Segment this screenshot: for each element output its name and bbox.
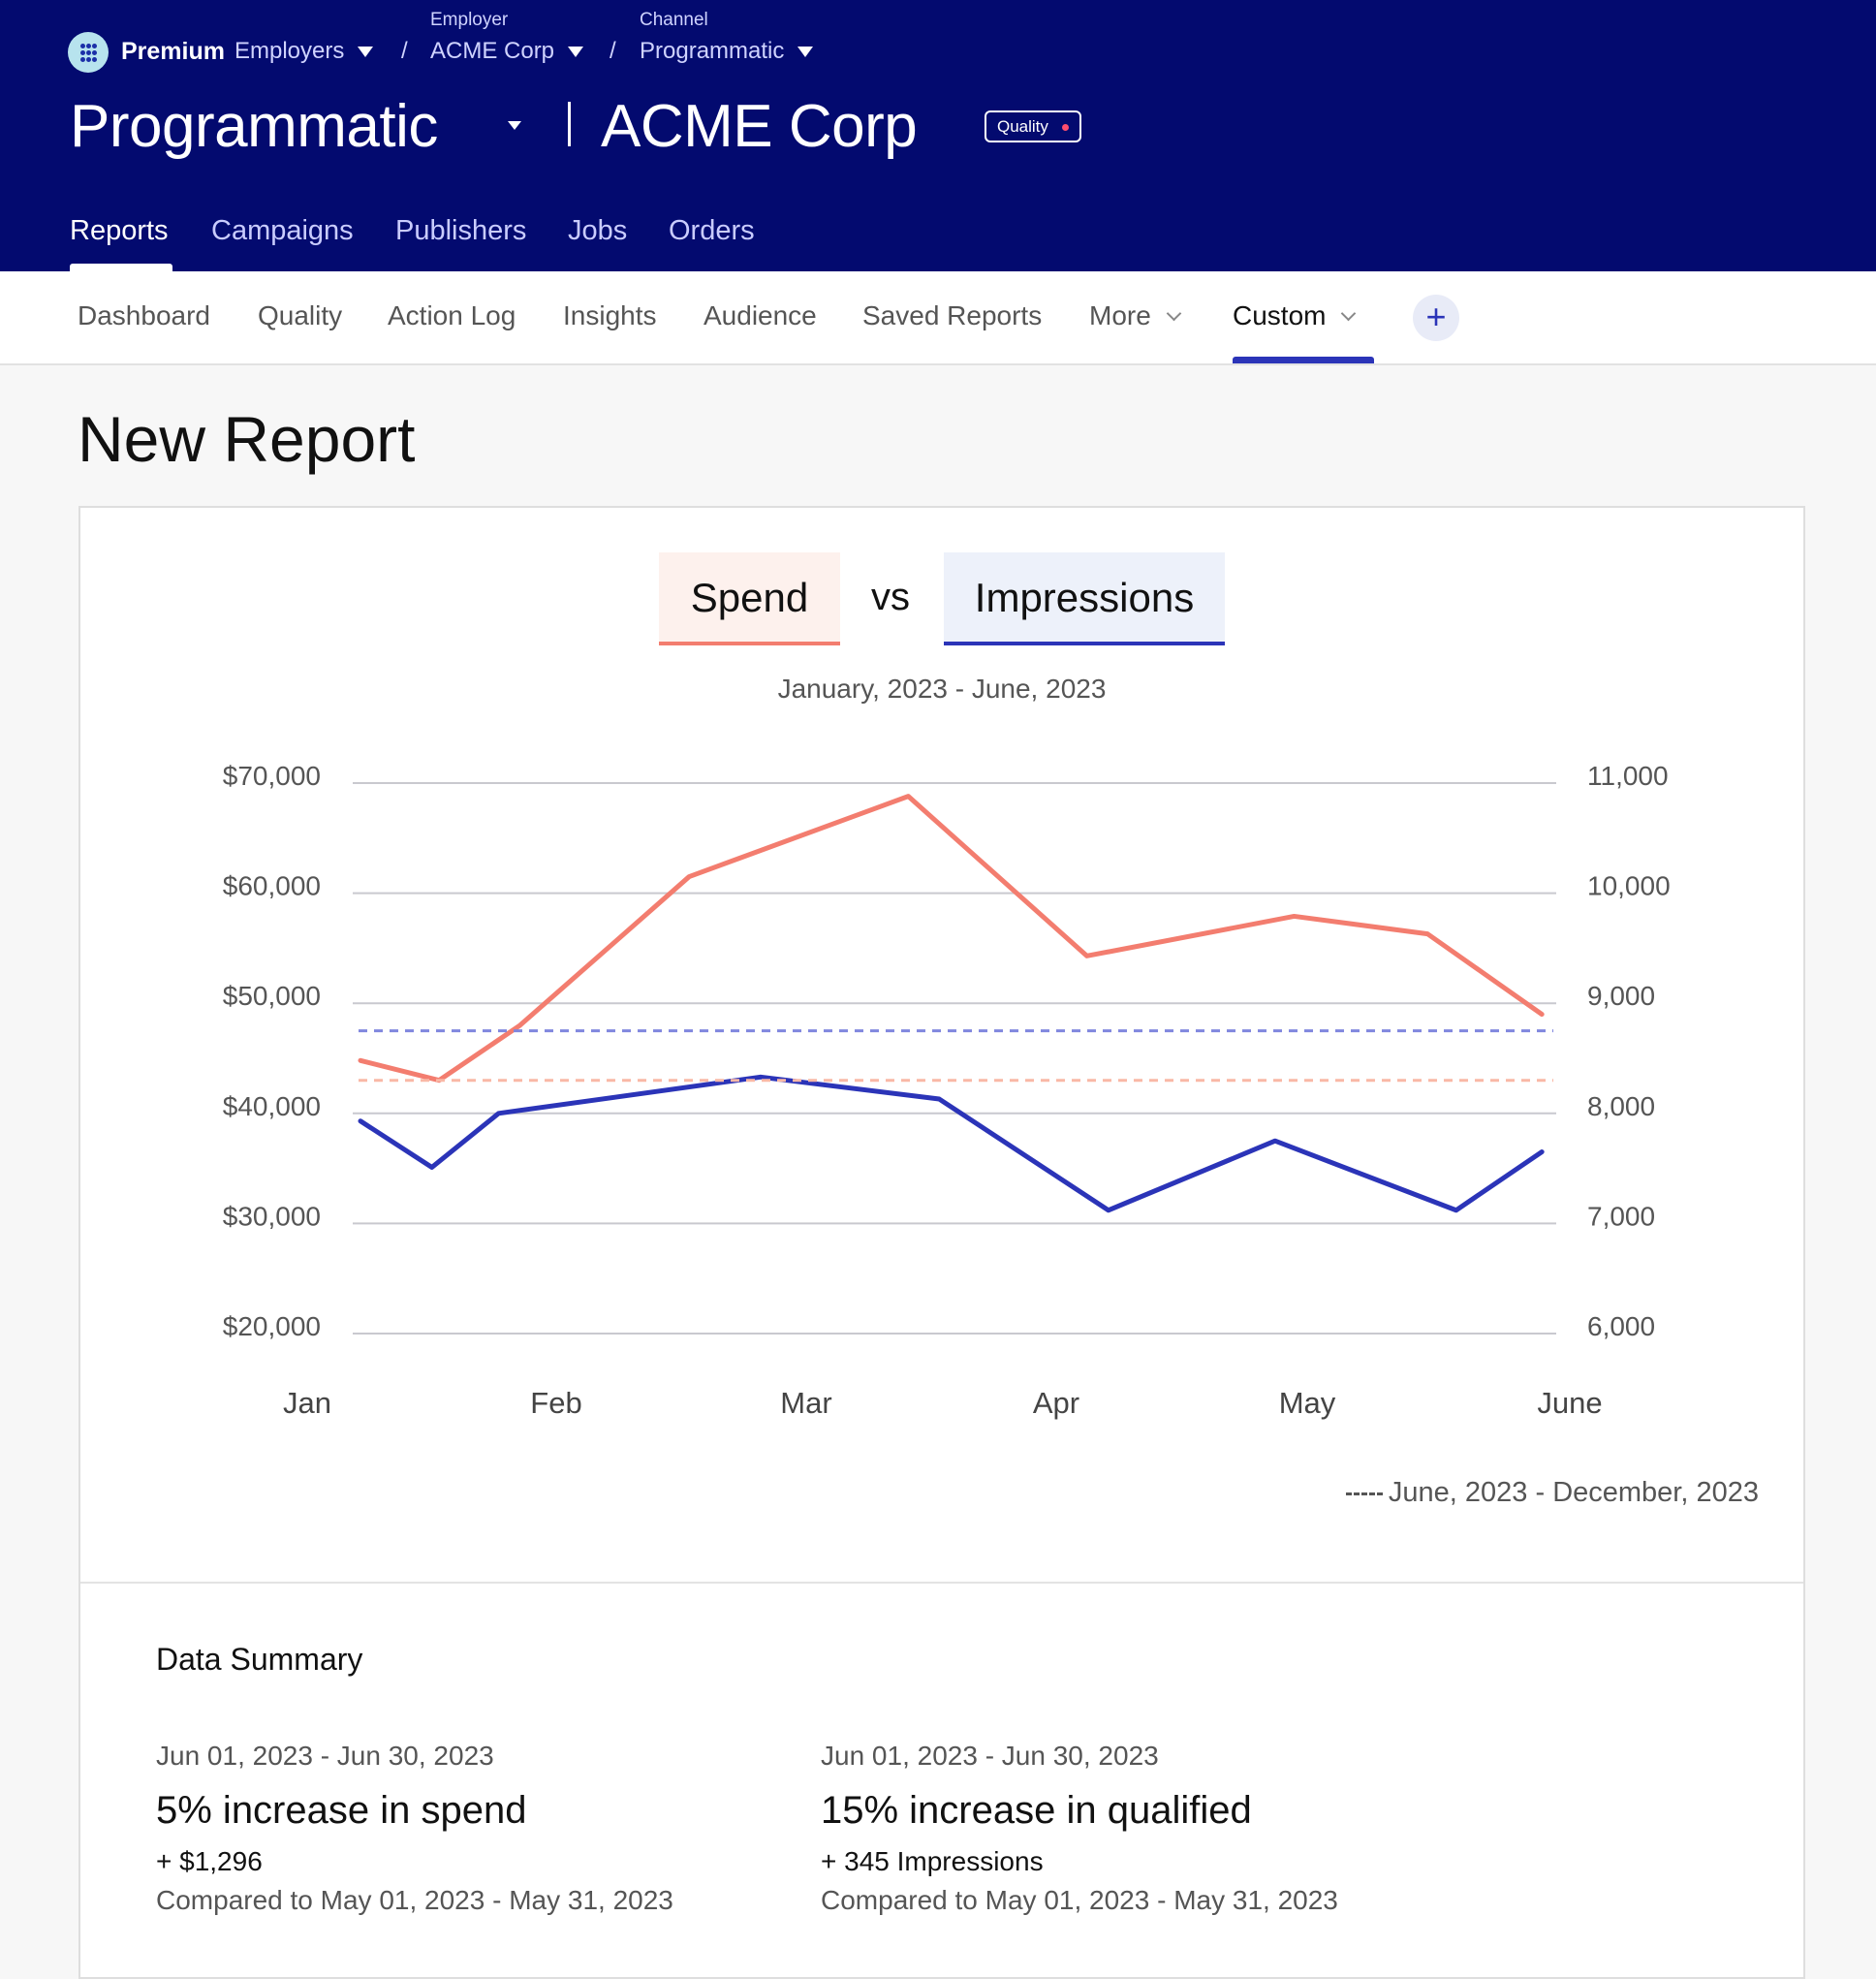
subtab-custom-label: Custom <box>1233 300 1327 330</box>
breadcrumb-channel-value: Programmatic <box>640 38 785 64</box>
summary-compare: Compared to May 01, 2023 - May 31, 2023 <box>156 1885 673 1915</box>
line-chart[interactable]: $70,000 11,000 $60,000 10,000 $50,000 9,000 $4… <box>80 508 1803 1477</box>
x-tick-label: Mar <box>780 1386 831 1420</box>
breadcrumb-channel[interactable]: Programmatic <box>640 38 814 65</box>
dashed-line-icon <box>1345 1492 1383 1495</box>
x-tick-label: June <box>1537 1386 1602 1420</box>
tab-campaigns[interactable]: Campaigns <box>211 215 354 246</box>
breadcrumb-employers[interactable]: Employers <box>234 38 374 65</box>
summary-date: Jun 01, 2023 - Jun 30, 2023 <box>821 1741 1159 1771</box>
top-header: Premium Employers / Employer ACME Corp /… <box>0 0 1876 271</box>
plus-icon: + <box>1425 297 1447 336</box>
x-tick-label: Jan <box>283 1386 331 1420</box>
y-left-tick-label: $60,000 <box>223 871 321 901</box>
breadcrumb-employer-value: ACME Corp <box>430 38 555 64</box>
x-tick-label: May <box>1279 1386 1336 1420</box>
subtab-action-log[interactable]: Action Log <box>388 300 516 330</box>
y-right-tick-label: 10,000 <box>1587 871 1671 901</box>
y-right-tick-label: 8,000 <box>1587 1091 1655 1121</box>
quality-badge[interactable]: Quality <box>985 110 1081 142</box>
summary-item-impressions: Jun 01, 2023 - Jun 30, 2023 15% increase… <box>821 1741 1338 1916</box>
tab-orders[interactable]: Orders <box>669 215 755 246</box>
subtab-audience[interactable]: Audience <box>704 300 817 330</box>
add-tab-button[interactable]: + <box>1413 295 1459 341</box>
summary-delta: + $1,296 <box>156 1846 263 1876</box>
y-right-tick-label: 9,000 <box>1587 981 1655 1011</box>
breadcrumb-channel-caption: Channel <box>640 10 708 30</box>
premium-logo-icon[interactable] <box>68 32 109 73</box>
report-card: Spend vs Impressions January, 2023 - Jun… <box>78 506 1805 1979</box>
metric-impressions-chip[interactable]: Impressions <box>944 552 1225 645</box>
title-divider <box>568 102 571 146</box>
chart-date-range: January, 2023 - June, 2023 <box>777 674 1107 704</box>
y-right-tick-label: 7,000 <box>1587 1201 1655 1231</box>
data-summary-title: Data Summary <box>156 1642 363 1677</box>
summary-compare: Compared to May 01, 2023 - May 31, 2023 <box>821 1885 1338 1915</box>
y-left-tick-label: $70,000 <box>223 761 321 791</box>
tab-publishers[interactable]: Publishers <box>395 215 527 246</box>
comparison-legend-label: June, 2023 - December, 2023 <box>1388 1477 1759 1508</box>
subtab-custom[interactable]: Custom <box>1233 300 1357 331</box>
vs-label: vs <box>871 576 910 618</box>
active-subtab-indicator <box>1233 357 1374 363</box>
comparison-legend: June, 2023 - December, 2023 <box>1345 1477 1759 1509</box>
tab-reports[interactable]: Reports <box>70 215 169 246</box>
y-left-tick-label: $40,000 <box>223 1091 321 1121</box>
summary-item-spend: Jun 01, 2023 - Jun 30, 2023 5% increase … <box>156 1741 673 1916</box>
subtab-more[interactable]: More <box>1089 300 1182 331</box>
breadcrumb-separator: / <box>401 38 408 64</box>
breadcrumb-separator: / <box>610 38 616 64</box>
chevron-down-icon <box>1166 305 1182 322</box>
subtab-saved-reports[interactable]: Saved Reports <box>862 300 1043 330</box>
caret-down-icon <box>568 47 584 58</box>
breadcrumb-employer-caption: Employer <box>430 10 509 30</box>
summary-headline: 5% increase in spend <box>156 1789 527 1832</box>
chevron-down-icon <box>1341 305 1357 322</box>
channel-title[interactable]: Programmatic <box>70 93 438 160</box>
summary-headline: 15% increase in qualified <box>821 1789 1252 1832</box>
subtab-more-label: More <box>1089 300 1151 330</box>
caret-down-icon <box>797 47 814 58</box>
x-tick-label: Apr <box>1033 1386 1079 1420</box>
brand-name: Premium <box>121 38 225 65</box>
card-divider <box>80 1582 1803 1584</box>
breadcrumb-employer[interactable]: ACME Corp <box>430 38 584 65</box>
summary-date: Jun 01, 2023 - Jun 30, 2023 <box>156 1741 494 1771</box>
impressions-series-line <box>358 1074 1545 1213</box>
metric-spend-chip[interactable]: Spend <box>659 552 840 645</box>
quality-badge-label: Quality <box>997 117 1048 136</box>
spend-series-line <box>358 794 1545 1084</box>
x-tick-label: Feb <box>530 1386 581 1420</box>
summary-delta: + 345 Impressions <box>821 1846 1044 1876</box>
report-sub-nav: Dashboard Quality Action Log Insights Au… <box>0 271 1876 365</box>
subtab-dashboard[interactable]: Dashboard <box>78 300 210 330</box>
y-left-tick-label: $20,000 <box>223 1311 321 1341</box>
status-dot-icon <box>1062 124 1069 131</box>
y-right-tick-label: 11,000 <box>1587 761 1669 791</box>
y-right-tick-label: 6,000 <box>1587 1311 1655 1341</box>
tab-jobs[interactable]: Jobs <box>568 215 628 246</box>
y-left-tick-label: $30,000 <box>223 1201 321 1231</box>
subtab-quality[interactable]: Quality <box>258 300 343 330</box>
breadcrumb-employers-label: Employers <box>234 38 345 64</box>
active-tab-indicator <box>70 264 172 271</box>
employer-title: ACME Corp <box>601 93 918 160</box>
page-title: New Report <box>78 403 416 475</box>
subtab-insights[interactable]: Insights <box>563 300 657 330</box>
caret-down-icon <box>358 47 374 58</box>
caret-down-icon[interactable] <box>508 121 521 130</box>
y-left-tick-label: $50,000 <box>223 981 321 1011</box>
